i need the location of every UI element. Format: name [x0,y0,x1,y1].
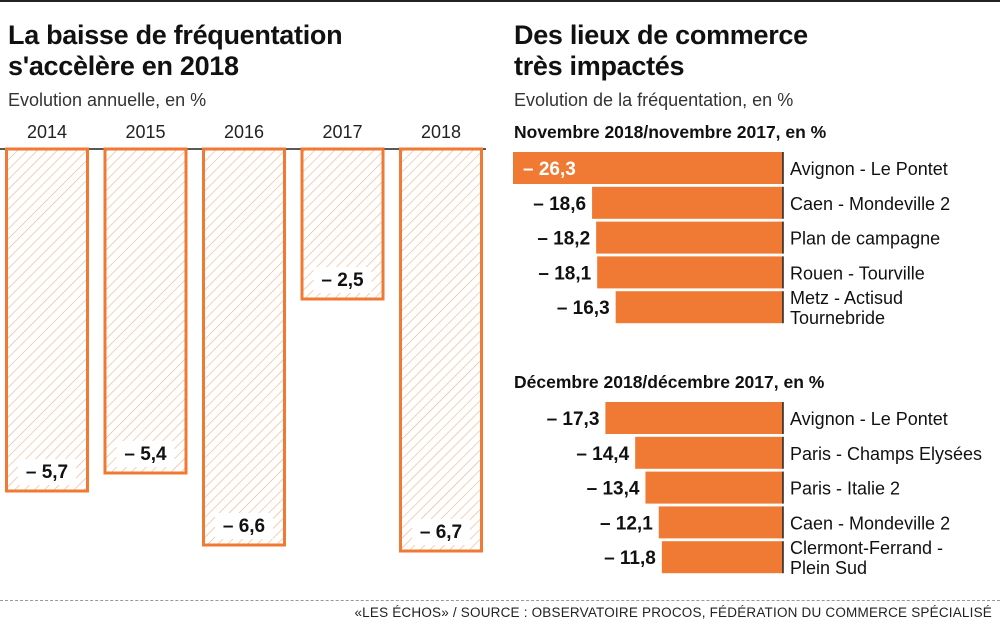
location-bar [513,152,783,184]
location-name-label: Avignon - Le Pontet [790,159,948,179]
annual-evolution-chart: 2014 – 5,7 2015 – 5,4 2016 – 6,6 2017 – 2,5 2018… [0,122,486,553]
year-tick-label: 2017 [322,122,362,142]
left-title: La baisse de fréquentation s'accèlère en… [8,20,343,82]
value-label-bg [313,267,372,293]
value-label-bg [116,441,175,467]
location-name-label: Plan de campagne [790,229,940,249]
year-tick-label: 2014 [27,122,67,142]
location-bar [596,221,783,254]
location-name-label: Rouen - Tourville [790,263,925,283]
location-value-label: – 18,2 [537,229,590,250]
annual-value-label: – 5,7 [26,462,68,483]
right-title-line2: très impactés [514,51,685,81]
location-value-label: – 18,1 [538,263,591,284]
location-name-label: Paris - Champs Elysées [790,444,982,464]
location-value-label: – 26,3 [523,159,576,180]
location-bar [592,186,783,219]
location-value-label: – 14,4 [576,444,629,465]
value-label-bg [215,513,273,539]
annual-bar [202,147,286,547]
year-tick-label: 2016 [224,122,264,142]
location-name-label: Clermont-Ferrand - [790,538,943,558]
location-name-label: Caen - Mondeville 2 [790,513,950,533]
right-title-line1: Des lieux de commerce [514,20,808,50]
location-bar [605,402,783,434]
right-subtitle: Evolution de la fréquentation, en % [514,90,794,110]
location-value-label: – 17,3 [547,409,600,430]
location-bar [597,256,783,289]
location-bar [635,436,783,469]
annual-value-label: – 6,6 [223,516,265,537]
location-value-label: – 12,1 [600,513,653,534]
location-name-label-line2: Plein Sud [790,558,867,578]
location-bar [645,471,783,504]
left-title-line2: s'accèlère en 2018 [8,51,239,81]
location-value-label: – 13,4 [587,479,640,500]
left-title-line1: La baisse de fréquentation [8,20,343,50]
annual-value-label: – 5,4 [124,444,167,465]
location-value-label: – 11,8 [604,548,656,569]
location-bar [658,506,783,539]
location-value-label: – 16,3 [557,298,610,319]
annual-bar [5,147,89,493]
right-title: Des lieux de commerce très impactés [514,20,808,82]
value-label-bg [18,459,76,485]
annual-bar [103,147,188,475]
annual-value-label: – 6,7 [420,522,462,543]
top-rule [0,0,1000,2]
location-name-label: Metz - Actisud [790,288,903,308]
november-section-title: Novembre 2018/novembre 2017, en % [514,122,827,142]
left-subtitle: Evolution annuelle, en % [8,90,207,110]
annual-bar [399,147,483,553]
year-tick-label: 2018 [421,122,461,142]
source-note: «LES ÉCHOS» / SOURCE : OBSERVATOIRE PROC… [354,605,992,620]
annual-value-label: – 2,5 [321,270,364,291]
location-bar [615,291,783,324]
location-name-label: Caen - Mondeville 2 [790,194,950,214]
december-section-title: Décembre 2018/décembre 2017, en % [514,372,825,392]
location-name-label: Avignon - Le Pontet [790,409,948,429]
location-name-label: Paris - Italie 2 [790,479,900,499]
footer-divider [0,600,1000,601]
location-name-label-line2: Tournebride [790,308,885,328]
location-bar [661,541,783,574]
year-tick-label: 2015 [125,122,165,142]
locations-chart: – 26,3 Avignon - Le Pontet – 18,6 Caen - Mo… [513,152,982,578]
location-value-label: – 18,6 [533,194,586,215]
value-label-bg [412,519,470,545]
